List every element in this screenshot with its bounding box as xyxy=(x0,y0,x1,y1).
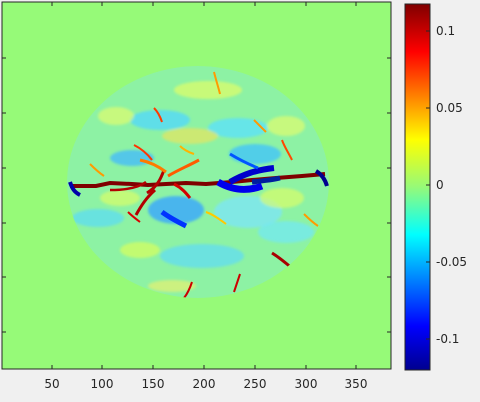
brain-slice-image xyxy=(67,66,329,298)
x-axis-tick-labels: 50 100 150 200 250 300 350 xyxy=(44,377,367,391)
image-axes[interactable]: 50 100 150 200 250 300 350 xyxy=(1,1,392,391)
y-axis-ticks xyxy=(2,57,391,333)
colorbar-label-minus-0-05: -0.05 xyxy=(436,255,467,269)
colorbar-scale xyxy=(404,3,431,371)
colorbar-label-0-05: 0.05 xyxy=(436,101,463,115)
colorbar-ticks xyxy=(426,30,430,340)
colorbar-label-0-1: 0.1 xyxy=(436,24,455,38)
x-tick-label-300: 300 xyxy=(295,377,318,391)
colorbar-label-0: 0 xyxy=(436,178,444,192)
x-tick-label-250: 250 xyxy=(244,377,267,391)
x-tick-label-50: 50 xyxy=(44,377,59,391)
colorbar[interactable]: 0.1 0.05 0 -0.05 -0.1 xyxy=(404,3,467,371)
colorbar-label-minus-0-1: -0.1 xyxy=(436,332,459,346)
x-tick-label-100: 100 xyxy=(91,377,114,391)
x-tick-label-350: 350 xyxy=(345,377,368,391)
x-axis-ticks xyxy=(51,2,357,369)
x-tick-label-150: 150 xyxy=(142,377,165,391)
colorbar-tick-labels: 0.1 0.05 0 -0.05 -0.1 xyxy=(436,24,467,346)
x-tick-label-200: 200 xyxy=(193,377,216,391)
